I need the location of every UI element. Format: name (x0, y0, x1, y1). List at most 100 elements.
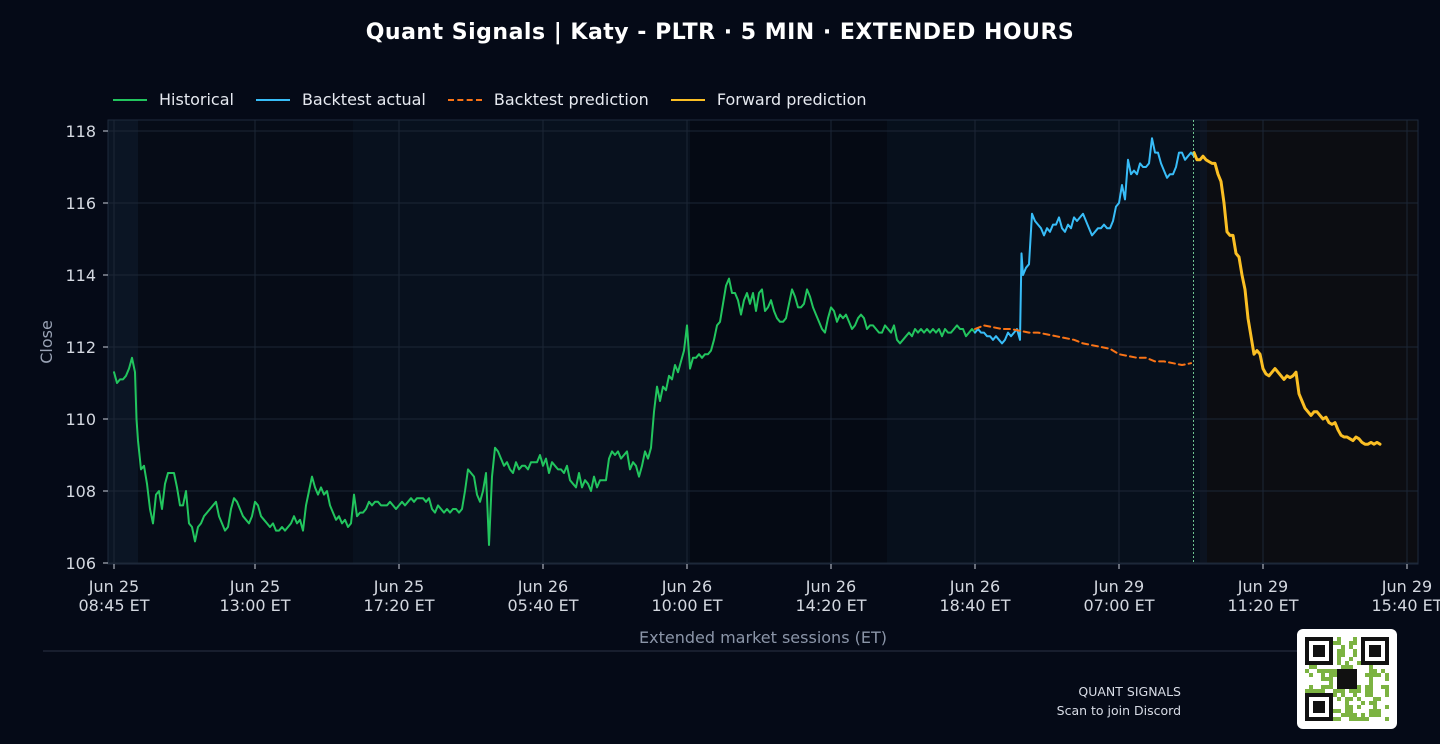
qr-module (1369, 693, 1373, 697)
legend-swatch-backtest-actual (255, 98, 290, 101)
qr-finder (1313, 645, 1325, 657)
qr-module (1353, 717, 1357, 721)
qr-module (1333, 717, 1337, 721)
x-tick-label-time: 08:45 ET (78, 596, 149, 615)
qr-module (1309, 665, 1313, 669)
qr-module (1369, 665, 1373, 669)
qr-module (1349, 641, 1353, 645)
qr-module (1349, 713, 1353, 717)
x-tick-label-date: Jun 25 (373, 577, 424, 596)
qr-module (1373, 673, 1377, 677)
x-tick-label-date: Jun 25 (229, 577, 280, 596)
qr-module (1341, 689, 1345, 693)
series-backtest-prediction (974, 324, 1192, 366)
y-axis: 106 108 110 112 114 116 118 (65, 122, 108, 573)
qr-module (1365, 717, 1369, 721)
qr-module (1349, 665, 1353, 669)
qr-module (1345, 697, 1349, 701)
brand-name: QUANT SIGNALS (1078, 684, 1181, 699)
qr-module (1329, 681, 1333, 685)
x-tick-label-date: Jun 29 (1381, 577, 1432, 596)
x-axis-label: Extended market sessions (ET) (639, 628, 887, 647)
qr-module (1329, 677, 1333, 681)
qr-module (1349, 709, 1353, 713)
legend-label-backtest-actual: Backtest actual (301, 90, 426, 109)
qr-module (1385, 693, 1389, 697)
qr-code-icon[interactable] (1297, 629, 1397, 729)
y-tick-label: 118 (65, 122, 96, 141)
legend-item-backtest-actual: Backtest actual (255, 90, 426, 109)
qr-module (1365, 685, 1369, 689)
qr-module (1337, 637, 1341, 641)
qr-module (1349, 705, 1353, 709)
qr-module (1317, 669, 1321, 673)
legend-item-historical: Historical (113, 90, 234, 109)
qr-module (1325, 669, 1329, 673)
qr-module (1373, 705, 1377, 709)
qr-module (1357, 689, 1361, 693)
qr-module (1317, 689, 1321, 693)
qr-module (1333, 709, 1337, 713)
qr-module (1329, 669, 1333, 673)
y-tick-label: 116 (65, 194, 96, 213)
qr-module (1377, 697, 1381, 701)
qr-module (1353, 649, 1357, 653)
qr-module (1337, 697, 1341, 701)
qr-module (1349, 657, 1353, 661)
legend-item-backtest-prediction: Backtest prediction (447, 90, 649, 109)
plot-frame (107, 119, 1419, 565)
qr-module (1353, 713, 1357, 717)
qr-module (1365, 689, 1369, 693)
qr-module (1349, 697, 1353, 701)
qr-module (1341, 713, 1345, 717)
session-bands (108, 120, 1418, 564)
qr-module (1365, 673, 1369, 677)
qr-module (1325, 677, 1329, 681)
qr-module (1369, 709, 1373, 713)
qr-module (1333, 689, 1337, 693)
series-forward-prediction (1192, 151, 1382, 446)
qr-module (1353, 653, 1357, 657)
qr-module (1369, 673, 1373, 677)
qr-module (1369, 669, 1373, 673)
qr-module (1345, 665, 1349, 669)
qr-module (1369, 713, 1373, 717)
x-tick-label-date: Jun 25 (88, 577, 139, 596)
qr-module (1361, 713, 1365, 717)
qr-module (1369, 685, 1373, 689)
qr-module (1385, 677, 1389, 681)
qr-module (1341, 693, 1345, 697)
qr-module (1377, 673, 1381, 677)
qr-module (1349, 689, 1353, 693)
session-band (887, 120, 1200, 564)
x-tick-label-time: 10:00 ET (651, 596, 722, 615)
qr-module (1373, 709, 1377, 713)
qr-module (1333, 693, 1337, 697)
legend-swatch-historical (113, 98, 147, 101)
qr-module (1377, 709, 1381, 713)
x-tick-label-time: 14:20 ET (795, 596, 866, 615)
session-band (353, 120, 690, 564)
y-tick-label: 114 (65, 266, 96, 285)
qr-module (1353, 641, 1357, 645)
qr-module (1313, 689, 1317, 693)
x-tick-label-date: Jun 26 (805, 577, 856, 596)
qr-module (1369, 681, 1373, 685)
qr-module (1369, 677, 1373, 681)
qr-module (1337, 717, 1341, 721)
x-tick-label-time: 15:40 ET (1371, 596, 1440, 615)
x-tick-label-time: 13:00 ET (219, 596, 290, 615)
legend-label-historical: Historical (159, 90, 234, 109)
qr-module (1385, 717, 1389, 721)
session-band (1207, 120, 1418, 564)
series-historical (113, 277, 976, 546)
qr-module (1341, 649, 1345, 653)
chart-legend: Historical Backtest actual Backtest pred… (113, 90, 867, 109)
qr-module (1353, 637, 1357, 641)
qr-module (1337, 649, 1341, 653)
qr-module (1337, 661, 1341, 665)
qr-module (1337, 641, 1341, 645)
session-band (108, 120, 138, 564)
series-lines (113, 137, 1382, 546)
qr-module (1333, 673, 1337, 677)
